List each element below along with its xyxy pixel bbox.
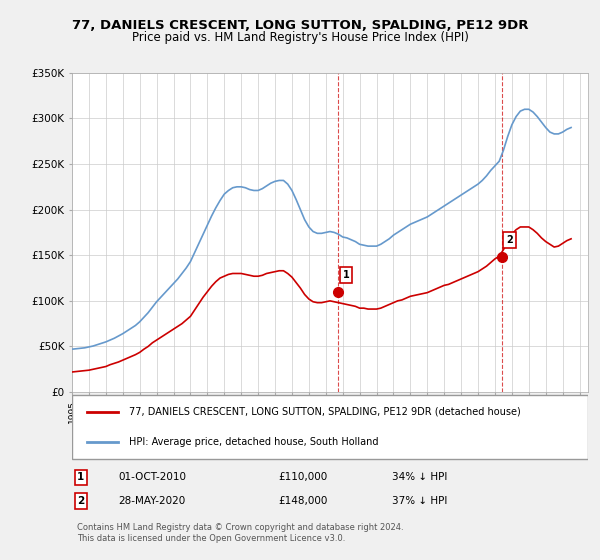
Text: Price paid vs. HM Land Registry's House Price Index (HPI): Price paid vs. HM Land Registry's House … (131, 31, 469, 44)
Text: 01-OCT-2010: 01-OCT-2010 (118, 473, 187, 482)
Text: 2: 2 (506, 235, 512, 245)
Text: £148,000: £148,000 (278, 496, 328, 506)
Text: 1: 1 (77, 473, 85, 482)
Text: 34% ↓ HPI: 34% ↓ HPI (392, 473, 447, 482)
Text: HPI: Average price, detached house, South Holland: HPI: Average price, detached house, Sout… (129, 437, 378, 447)
Text: 77, DANIELS CRESCENT, LONG SUTTON, SPALDING, PE12 9DR: 77, DANIELS CRESCENT, LONG SUTTON, SPALD… (72, 18, 528, 32)
Text: 28-MAY-2020: 28-MAY-2020 (118, 496, 185, 506)
Text: £110,000: £110,000 (278, 473, 328, 482)
Text: 37% ↓ HPI: 37% ↓ HPI (392, 496, 447, 506)
Text: 2: 2 (77, 496, 85, 506)
Text: Contains HM Land Registry data © Crown copyright and database right 2024.
This d: Contains HM Land Registry data © Crown c… (77, 524, 404, 543)
Text: 1: 1 (343, 270, 349, 280)
Text: 77, DANIELS CRESCENT, LONG SUTTON, SPALDING, PE12 9DR (detached house): 77, DANIELS CRESCENT, LONG SUTTON, SPALD… (129, 407, 521, 417)
FancyBboxPatch shape (72, 395, 588, 459)
